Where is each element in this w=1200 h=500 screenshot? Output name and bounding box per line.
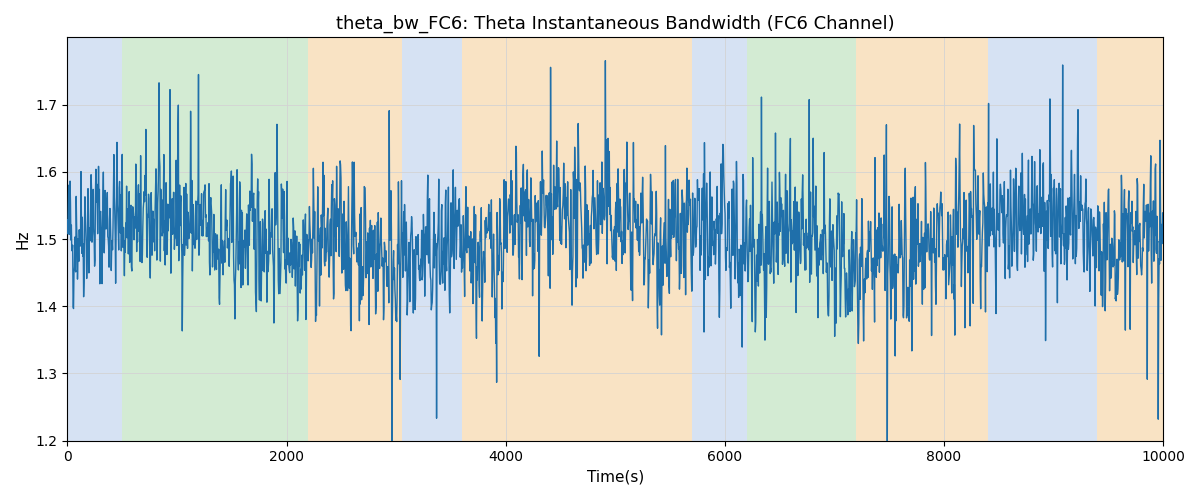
Bar <box>308 38 402 440</box>
Bar <box>692 38 746 440</box>
Y-axis label: Hz: Hz <box>16 230 30 249</box>
Bar <box>857 38 988 440</box>
Bar <box>122 38 308 440</box>
Bar <box>402 38 462 440</box>
Bar <box>1097 38 1163 440</box>
Title: theta_bw_FC6: Theta Instantaneous Bandwidth (FC6 Channel): theta_bw_FC6: Theta Instantaneous Bandwi… <box>336 15 894 34</box>
Bar <box>746 38 857 440</box>
Bar <box>462 38 692 440</box>
X-axis label: Time(s): Time(s) <box>587 470 644 485</box>
Bar <box>988 38 1097 440</box>
Bar <box>67 38 122 440</box>
